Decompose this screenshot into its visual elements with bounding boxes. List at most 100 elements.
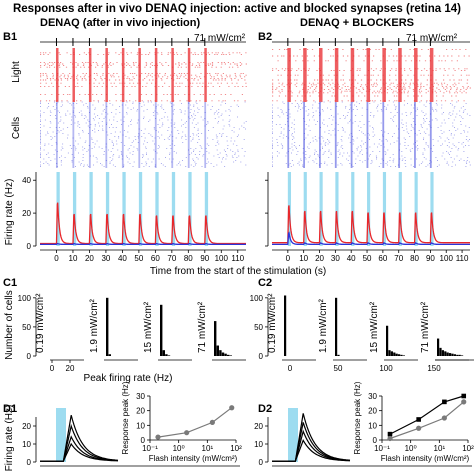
x-tick-label: 110 bbox=[231, 254, 244, 263]
stimulus-bar bbox=[188, 172, 192, 246]
x-tick-label: 80 bbox=[410, 254, 419, 263]
raster-burst-blue bbox=[154, 102, 157, 168]
x-tick-label: 90 bbox=[426, 254, 435, 263]
y-tick-label: 10 bbox=[254, 440, 263, 449]
histogram-bar bbox=[165, 354, 168, 356]
inset-point bbox=[442, 399, 447, 405]
stimulus-bar bbox=[351, 172, 355, 246]
raster-burst-red bbox=[319, 48, 323, 102]
intensity-label: 15 mW/cm² bbox=[369, 301, 380, 353]
x-tick-label: 60 bbox=[151, 254, 160, 263]
histogram-bar bbox=[398, 354, 401, 356]
inset-series-line bbox=[389, 395, 464, 435]
raster-burst-red bbox=[154, 48, 158, 102]
x-tick-label: 30 bbox=[101, 254, 110, 263]
x-tick-label: 0 bbox=[54, 254, 59, 263]
histogram-bar bbox=[221, 352, 225, 356]
d1-ylabel: Firing rate (Hz) bbox=[4, 405, 15, 472]
histogram-bar bbox=[461, 355, 464, 356]
x-tick-label: 110 bbox=[456, 254, 469, 263]
raster-burst-red bbox=[105, 48, 108, 102]
stimulus-bar bbox=[430, 172, 434, 246]
panel-label-d2: D2 bbox=[258, 403, 272, 415]
histogram-bar bbox=[214, 321, 217, 356]
b1-intensity-label: 71 mW/cm² bbox=[194, 33, 246, 44]
response-trace bbox=[40, 435, 119, 462]
x-tick-label: 10 bbox=[299, 254, 308, 263]
inset-point bbox=[184, 430, 190, 436]
x-tick-label: 50 bbox=[334, 364, 343, 373]
histogram-bar bbox=[160, 304, 163, 356]
intensity-label: 0.19 mW/cm² bbox=[267, 293, 278, 353]
inset-y-tick-label: 20 bbox=[368, 407, 377, 416]
inset-point bbox=[461, 399, 467, 405]
x-tick-label: 20 bbox=[315, 254, 324, 263]
x-tick-label: 0 bbox=[50, 364, 55, 373]
inset-point bbox=[461, 393, 467, 399]
raster-burst-blue bbox=[88, 102, 91, 168]
raster-burst-red bbox=[55, 48, 59, 102]
inset-x-tick-label: 10¹ bbox=[202, 444, 214, 453]
raster-burst-blue bbox=[382, 102, 385, 168]
inset-point bbox=[209, 419, 215, 425]
inset-x-tick-label: 10⁻¹ bbox=[142, 444, 158, 453]
inset-point bbox=[155, 434, 161, 440]
stimulus-bar bbox=[319, 172, 323, 246]
inset-point bbox=[416, 417, 421, 422]
stimulus-bar bbox=[303, 172, 307, 246]
inset-x-tick-label: 10¹ bbox=[434, 444, 446, 453]
y-tick-label: 0 bbox=[259, 352, 264, 361]
raster-b2 bbox=[272, 38, 471, 168]
intensity-label: 0.19 mW/cm² bbox=[35, 293, 46, 353]
raster-b1 bbox=[40, 38, 247, 168]
stimulus-bar bbox=[414, 172, 418, 246]
raster-burst-blue bbox=[187, 102, 190, 168]
c1-xlabel: Peak firing rate (Hz) bbox=[84, 373, 173, 384]
x-tick-label: 40 bbox=[118, 254, 127, 263]
panel-label-b2: B2 bbox=[258, 31, 272, 43]
histogram-bar bbox=[446, 352, 449, 356]
series-line-blue bbox=[272, 231, 470, 246]
b1-ylabel: Firing rate (Hz) bbox=[4, 179, 15, 246]
histogram-bar bbox=[439, 347, 442, 356]
histogram-bar bbox=[335, 297, 338, 356]
raster-burst-blue bbox=[319, 102, 321, 168]
histogram-bar bbox=[162, 350, 165, 356]
histogram-bar bbox=[227, 354, 230, 356]
raster-burst-blue bbox=[204, 102, 207, 168]
firing-rate-chart-b1: 0 10 20 30 40 50 60 70 80 90 100 110 0 20 40 bbox=[22, 172, 246, 263]
y-tick-label: 0 bbox=[27, 458, 32, 467]
b2-intensity-label: 71 mW/cm² bbox=[406, 33, 458, 44]
intensity-label: 1.9 mW/cm² bbox=[318, 298, 329, 353]
response-trace bbox=[272, 439, 350, 462]
raster-burst-blue bbox=[105, 102, 108, 168]
inset-point bbox=[387, 435, 393, 442]
raster-burst-blue bbox=[138, 102, 141, 168]
raster-burst-blue bbox=[366, 102, 369, 168]
y-tick-label: 20 bbox=[22, 422, 31, 431]
histogram-bar bbox=[395, 353, 398, 356]
inset-point bbox=[229, 405, 235, 411]
raster-burst-red bbox=[88, 48, 92, 102]
histogram-bar bbox=[284, 295, 287, 356]
y-tick-label: 100 bbox=[18, 294, 32, 303]
inset-x-tick-label: 10² bbox=[462, 444, 474, 453]
histogram-bar bbox=[216, 345, 219, 356]
panel-label-c2: C2 bbox=[258, 277, 272, 289]
raster-burst-red bbox=[138, 48, 141, 102]
intensity-label: 71 mW/cm² bbox=[420, 301, 431, 353]
x-tick-label: 50 bbox=[134, 254, 143, 263]
left-heading: DENAQ (after in vivo injection) bbox=[40, 17, 200, 29]
stimulus-bar bbox=[171, 172, 176, 246]
right-heading: DENAQ + BLOCKERS bbox=[300, 17, 414, 29]
series-line-red bbox=[40, 202, 246, 245]
inset-point bbox=[416, 425, 422, 431]
inset-y-tick-label: 10 bbox=[368, 421, 377, 430]
response-trace bbox=[40, 415, 119, 462]
response-trace bbox=[40, 423, 119, 462]
figure-title: Responses after in vivo DENAQ injection:… bbox=[13, 3, 461, 15]
y-tick-label: 20 bbox=[254, 422, 263, 431]
inset-series-line bbox=[389, 401, 465, 440]
